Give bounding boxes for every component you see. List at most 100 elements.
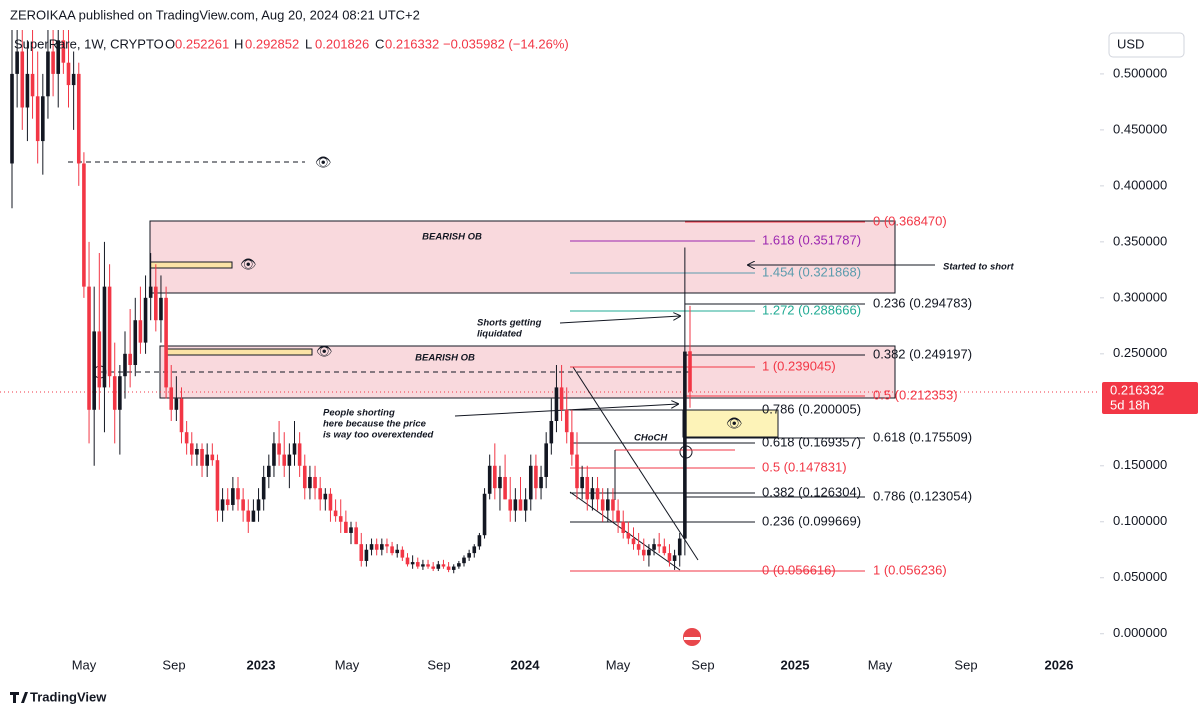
fib-label: 0.786 (0.200005) (762, 401, 861, 416)
annotation: People shorting (323, 408, 395, 419)
candle-body (323, 493, 328, 500)
candle-body (513, 499, 518, 511)
currency: USD (1117, 36, 1144, 51)
symbol: SuperRare, 1W, CRYPTO (14, 36, 164, 51)
fib-label: 1 (0.056236) (873, 562, 947, 577)
candle-body (195, 448, 199, 455)
candle-body (138, 320, 143, 343)
fib-label: 1 (0.239045) (762, 358, 836, 373)
fib-label: 0.236 (0.099669) (762, 513, 861, 528)
candle-body (410, 562, 415, 565)
candle-body (621, 521, 626, 533)
candle-body (667, 553, 672, 561)
candle-body (256, 499, 261, 511)
ohlc-value: 0.216332 (385, 36, 439, 51)
candle-body (25, 73, 30, 108)
candle-body (97, 331, 102, 388)
candle-body (405, 557, 410, 565)
time-label: 2023 (247, 657, 276, 672)
eye-icon: 👁 (240, 256, 257, 271)
candle-body (395, 549, 400, 554)
candle-body (143, 297, 148, 343)
candle-body (76, 73, 81, 164)
candle-body (472, 546, 477, 554)
candle-body (46, 51, 50, 97)
annotation: liquidated (477, 329, 522, 340)
candle-body (282, 454, 287, 466)
candle-body (92, 331, 96, 410)
candle-body (662, 546, 667, 554)
candle-body (35, 96, 40, 142)
marker-box (682, 409, 779, 438)
annotation: CHoCH (634, 433, 668, 444)
time-axis: May Sep 2023 May Sep 2024 May Sep 2025 May Sep 2026 (72, 657, 1074, 672)
tick-label: 0.400000 (1113, 177, 1167, 192)
candle-body (61, 40, 66, 63)
marker-box (149, 261, 233, 269)
candle-body (657, 544, 661, 547)
candle-body (380, 544, 384, 550)
candle-body (415, 562, 420, 567)
candle-body (210, 454, 215, 461)
candle-body (261, 476, 266, 500)
candle-body (354, 527, 358, 545)
candle-body (462, 557, 466, 564)
candle-body (688, 351, 692, 392)
publisher: ZEROIKAA published on TradingView.com, A… (10, 7, 420, 22)
candle-body (677, 538, 682, 556)
fib-label: 1.272 (0.288666) (762, 302, 861, 317)
candle-body (508, 499, 513, 511)
price-axis (1100, 30, 1200, 656)
candle-body (631, 538, 636, 545)
candle-body (503, 476, 507, 500)
arrow (559, 316, 680, 324)
candle-body (344, 521, 348, 533)
candle-body (359, 544, 364, 561)
ohlc-value: 0.292852 (245, 36, 299, 51)
candle-body (302, 465, 307, 489)
candle-body (184, 432, 189, 444)
countdown: 5d 18h (1110, 397, 1150, 412)
candle-body (539, 476, 543, 489)
eye-icon: 👁 (726, 415, 743, 430)
candle-body (179, 398, 184, 433)
candle-body (528, 465, 533, 500)
tick-label: 0.500000 (1113, 65, 1167, 80)
candle-body (374, 544, 379, 550)
tick-label: 0.450000 (1113, 121, 1167, 136)
candle-body (600, 499, 605, 511)
candle-body (169, 387, 174, 410)
candle-body (220, 499, 225, 511)
candle-body (20, 51, 25, 108)
candle-body (441, 564, 446, 567)
candle-body (518, 499, 523, 511)
candle-body (10, 73, 14, 164)
ohlc-value: 0.252261 (175, 36, 229, 51)
candle-body (82, 163, 86, 287)
time-label: May (335, 657, 360, 672)
candle-body (287, 454, 292, 466)
candle-body (672, 555, 677, 561)
candle-body (118, 376, 122, 410)
time-label: May (868, 657, 893, 672)
annotation: Started to short (943, 262, 1015, 273)
annotations: BEARISH OB BEARISH OB Started to short S… (323, 232, 1015, 444)
candle-body (421, 564, 425, 567)
candle-body (436, 564, 441, 569)
candle-body (277, 443, 281, 455)
time-label: 2024 (511, 657, 541, 672)
currency-box (1108, 32, 1185, 58)
annotation: Shorts getting (477, 318, 542, 329)
candle-body (159, 297, 163, 321)
candle-body (292, 443, 297, 455)
candle-body (349, 527, 353, 533)
candle-body (580, 476, 584, 489)
time-label: 2026 (1045, 657, 1074, 672)
candle-body (51, 51, 55, 74)
candle-body (133, 320, 138, 366)
candle-body (66, 62, 71, 86)
fib-label: 1.618 (0.351787) (762, 232, 861, 247)
candle-body (308, 476, 312, 489)
candle-body (318, 488, 322, 500)
